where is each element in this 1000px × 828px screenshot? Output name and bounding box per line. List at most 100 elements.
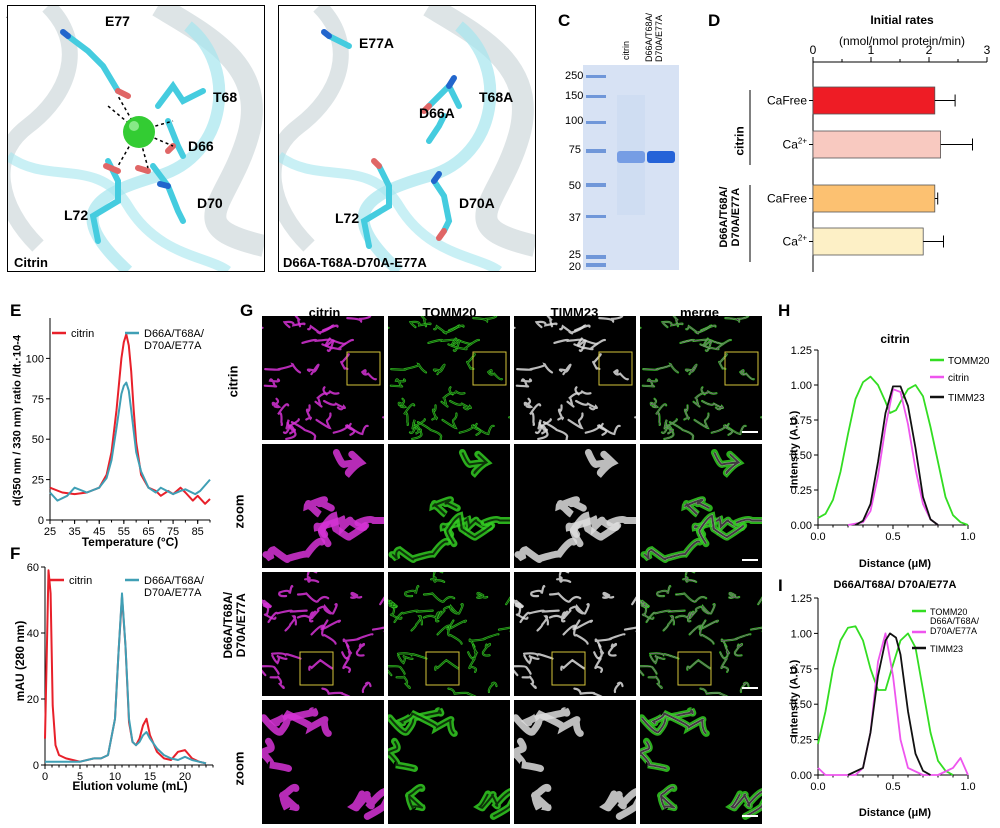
mitochondrion-shape [306,572,318,576]
membrane-gap [451,338,460,352]
series-line [45,592,207,765]
mitochondrion-shape [340,353,350,370]
membrane-gap [640,709,694,734]
membrane-gap [467,652,477,673]
membrane-gap [442,516,492,535]
membrane-gap [487,369,502,380]
membrane-gap [650,398,658,408]
micrograph-tile [640,444,762,568]
mitochondrion-shape [342,633,374,648]
series-line [847,632,931,776]
micrograph-tile [640,316,762,440]
mitochondrion-shape [548,592,582,603]
mitochondrion-shape [558,363,572,376]
membrane-gap [719,652,729,673]
panel-d-label: D [708,11,721,30]
micrograph-image [388,449,510,563]
membrane-gap [711,425,746,435]
bar [812,227,924,256]
micrograph-image [514,449,636,563]
sds-page-gel [583,65,679,270]
mitochondrion-shape [606,515,636,527]
bar [812,86,936,115]
mitochondrion-shape [308,658,334,671]
series-line [817,625,954,776]
mitochondrion-shape [264,362,302,374]
mitochondrion-shape [296,592,330,603]
series-line [49,381,211,502]
mitochondrion-shape [436,624,463,645]
micrograph-image [388,572,510,696]
membrane-gap [413,422,422,434]
membrane-gap [389,603,396,607]
mitochondrion-shape [278,584,294,598]
mitochondrion-shape [382,416,384,419]
membrane-gap [701,387,717,395]
mitochondrion-shape [537,418,552,430]
y-tick-label: 25 [32,475,44,487]
micrograph-image [514,707,636,820]
membrane-gap [509,417,510,418]
mitochondrion-shape [448,386,466,395]
bar [812,184,936,213]
mitochondrion-shape [555,496,587,518]
panel-g-label: G [240,301,254,320]
series-line [847,388,939,526]
panel-b-structure: E77A T68A D66A L72 D70A D66A-T68A-D70A-E… [278,5,536,272]
series-line [817,375,969,526]
membrane-gap [713,452,741,475]
membrane-gap [448,339,480,350]
mitochondrion-shape [760,416,762,419]
membrane-gap [398,398,406,408]
membrane-gap [446,514,493,545]
membrane-gap [394,610,433,623]
legend-label: citrin [71,328,94,340]
mitochondrion-shape [410,615,424,632]
mitochondrion-shape [521,675,537,690]
membrane-gap [466,353,475,370]
mitochondrion-shape [519,609,560,624]
membrane-gap [437,625,462,644]
micrograph-tile [640,572,762,696]
x-tick-label: 5 [77,771,83,783]
y-tick-label: 0.75 [791,664,812,676]
mitochondrion-shape [432,572,444,576]
mitochondrion-shape [623,626,636,633]
micrograph-tile [514,700,636,824]
membrane-gap [428,339,472,345]
mitochondrion-shape [267,609,308,624]
y-tick-label: 0.25 [791,485,812,497]
membrane-gap [391,540,449,561]
mitochondrion-shape [631,596,636,606]
micrograph-image [262,572,384,696]
residue-label: D70A [459,195,495,211]
membrane-gap [680,339,724,345]
micrograph-tile [388,700,510,824]
mitochondrion-shape [660,320,684,329]
membrane-gap [664,419,678,429]
y-tick-label: 0.50 [791,699,812,711]
micrograph-tile [262,316,384,440]
mitochondrion-shape [562,624,589,645]
mitochondrion-shape [321,338,354,351]
chart-i-ylabel: Intensity (A.U.) [788,659,801,738]
membrane-gap [410,321,431,328]
chart-i-xlabel: Distance (μM) [858,807,932,819]
micrograph-image [262,316,384,440]
y-tick-label: 1.00 [791,380,812,392]
mitochondrion-shape [347,788,384,812]
marker-label: 37 [568,212,581,224]
y-tick-label: 1.00 [791,628,812,640]
mitochondrion-shape [573,687,603,696]
chart-e-xlabel: Temperature (°C) [81,535,179,549]
mitochondrion-shape [534,424,549,440]
bar [812,130,941,159]
membrane-gap [437,606,449,619]
membrane-gap [409,425,422,440]
residue-label: E77 [105,13,130,29]
mitochondrion-shape [449,399,472,411]
bar-label: CaFree [767,192,807,206]
residue-label: T68 [213,89,238,105]
